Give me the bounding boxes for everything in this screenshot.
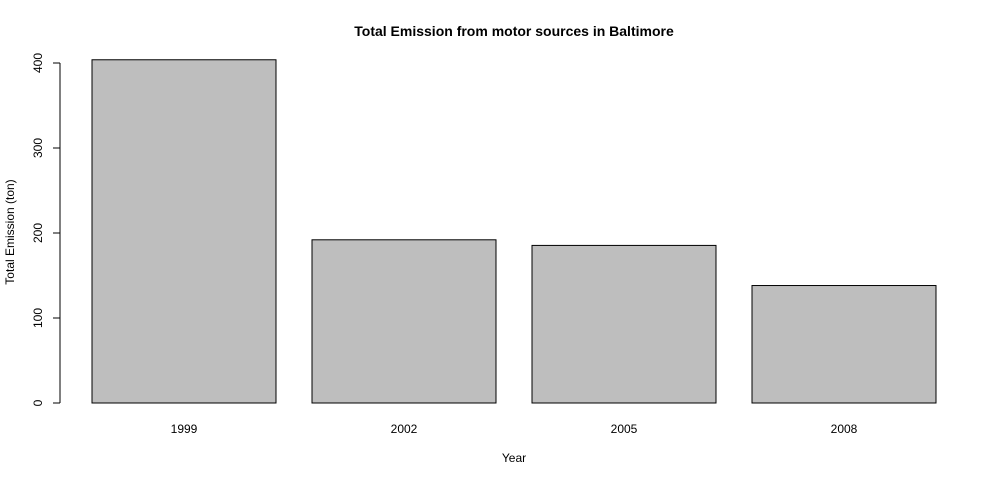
x-tick-label: 1999 <box>171 422 198 436</box>
bar-2008 <box>751 285 937 404</box>
y-tick-label: 400 <box>31 53 45 73</box>
bar-2002 <box>311 239 497 404</box>
bar-1999 <box>91 59 277 404</box>
x-tick-label: 2008 <box>831 422 858 436</box>
y-tick-label: 200 <box>31 223 45 243</box>
y-axis-label: Total Emission (ton) <box>3 179 17 284</box>
x-axis-label: Year <box>502 451 526 465</box>
y-axis: 0 100 200 300 400 <box>31 53 61 406</box>
bars-group <box>91 59 937 404</box>
y-tick-label: 300 <box>31 138 45 158</box>
x-tick-label: 2005 <box>611 422 638 436</box>
y-tick-label: 0 <box>31 399 45 406</box>
x-tick-label: 2002 <box>391 422 418 436</box>
y-tick-label: 100 <box>31 308 45 328</box>
x-tick-labels: 1999 2002 2005 2008 <box>171 422 858 436</box>
chart-title: Total Emission from motor sources in Bal… <box>354 23 674 39</box>
bar-2005 <box>531 244 717 404</box>
